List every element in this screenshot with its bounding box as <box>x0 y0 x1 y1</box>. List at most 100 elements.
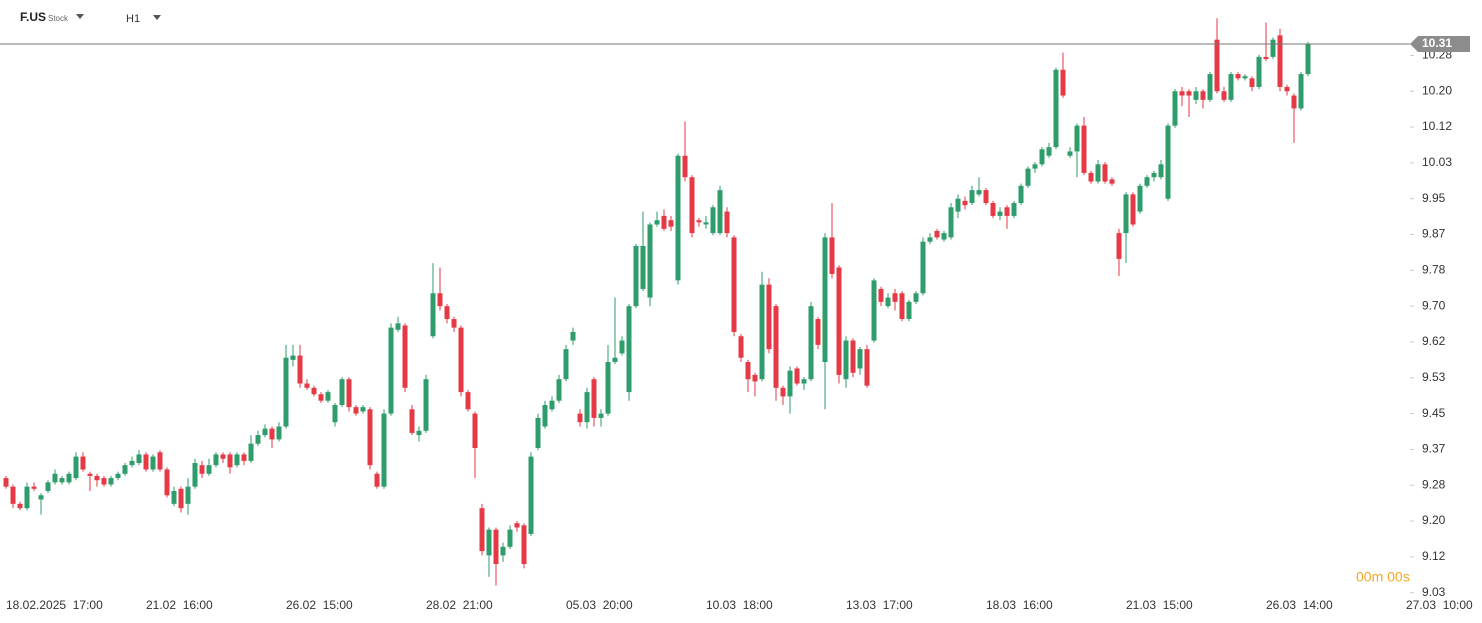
candle-body <box>500 546 506 556</box>
x-tick-label: 28.02 21:00 <box>426 598 493 612</box>
candle-body <box>213 454 219 466</box>
x-tick-label: 13.03 17:00 <box>846 598 913 612</box>
candle-body <box>353 407 359 414</box>
candle-body <box>136 454 142 464</box>
candle-body <box>493 529 499 565</box>
candle-body <box>969 190 975 203</box>
candle-body <box>409 409 415 433</box>
candle-body <box>899 293 905 320</box>
candle-body <box>619 340 625 354</box>
candle-body <box>451 319 457 328</box>
candle-body <box>1277 35 1283 87</box>
candle-body <box>1123 194 1129 234</box>
y-tick-label: 10.03 <box>1422 155 1452 169</box>
candle-body <box>227 454 233 468</box>
candle-body <box>465 392 471 410</box>
candle-body <box>1305 43 1311 75</box>
candle-body <box>395 323 401 330</box>
candle-body <box>1095 164 1101 182</box>
y-tick-label: 9.87 <box>1422 227 1446 241</box>
candle-body <box>1179 91 1185 96</box>
candle-body <box>234 454 240 466</box>
y-tick-label: 9.28 <box>1422 477 1446 491</box>
candle-body <box>710 207 716 234</box>
candle-body <box>661 215 667 229</box>
candle-body <box>731 237 737 332</box>
symbol-dropdown[interactable] <box>76 14 84 19</box>
candle-body <box>955 198 961 212</box>
candle-body <box>514 523 520 528</box>
candle-body <box>647 224 653 298</box>
candle-body <box>283 357 289 427</box>
candle-body <box>584 392 590 423</box>
candle-body <box>780 387 786 397</box>
candle-body <box>1291 95 1297 109</box>
candle-body <box>1004 207 1010 216</box>
interval-dropdown[interactable] <box>153 15 161 20</box>
candle-body <box>815 319 821 345</box>
candle-body <box>808 306 814 380</box>
candle-body <box>605 362 611 414</box>
candle-body <box>801 379 807 384</box>
candle-body <box>115 473 121 479</box>
y-tick-label: 9.45 <box>1422 406 1446 420</box>
candle-body <box>934 230 940 238</box>
candle-body <box>1144 177 1150 186</box>
candle-body <box>836 267 842 375</box>
candle-body <box>633 245 639 307</box>
candle-body <box>1207 74 1213 100</box>
candle-body <box>906 301 912 320</box>
candle-body <box>570 331 576 341</box>
candle-body <box>1053 69 1059 148</box>
candle-body <box>1249 78 1255 87</box>
x-tick-label: 21.03 15:00 <box>1126 598 1193 612</box>
candle-body <box>290 355 296 360</box>
candle-body <box>1088 172 1094 182</box>
candle-body <box>983 190 989 203</box>
candle-body <box>458 327 464 393</box>
candle-body <box>1256 56 1262 87</box>
y-tick-label: 9.62 <box>1422 334 1446 348</box>
candle-body <box>10 486 16 504</box>
candle-body <box>479 508 485 552</box>
candle-body <box>122 465 128 474</box>
candle-body <box>794 368 800 384</box>
candle-body <box>276 426 282 440</box>
candle-body <box>108 478 114 485</box>
candle-body <box>577 413 583 423</box>
candle-body <box>654 220 660 225</box>
candle-body <box>241 454 247 461</box>
candle-body <box>843 340 849 380</box>
candle-body <box>437 293 443 307</box>
candle-body <box>773 306 779 388</box>
candle-body <box>997 211 1003 216</box>
x-tick-label: 27.03 10:00 <box>1406 598 1473 612</box>
candle-body <box>1270 39 1276 57</box>
candle-body <box>927 237 933 242</box>
candle-body <box>430 293 436 337</box>
candle-body <box>1186 91 1192 96</box>
candle-body <box>1039 149 1045 165</box>
candle-body <box>157 452 163 470</box>
candle-body <box>1011 203 1017 216</box>
candle-body <box>1060 69 1066 96</box>
candle-body <box>1102 164 1108 182</box>
candle-body <box>976 190 982 195</box>
candle-body <box>857 349 863 369</box>
candle-body <box>864 349 870 386</box>
interval[interactable]: H1 <box>126 13 140 25</box>
candle-body <box>752 374 758 382</box>
candle-body <box>948 207 954 238</box>
y-tick-label: 9.78 <box>1422 263 1446 277</box>
candle-body <box>339 379 345 405</box>
candle-body <box>1158 164 1164 178</box>
symbol: F.US <box>20 10 46 24</box>
y-tick-label: 10.20 <box>1422 83 1452 97</box>
candle-body <box>1235 74 1241 79</box>
x-tick-label: 05.03 20:00 <box>566 598 633 612</box>
candle-body <box>787 370 793 397</box>
candle-body <box>367 409 373 466</box>
candle-body <box>297 355 303 384</box>
candle-body <box>1193 91 1199 100</box>
candle-body <box>1067 151 1073 156</box>
